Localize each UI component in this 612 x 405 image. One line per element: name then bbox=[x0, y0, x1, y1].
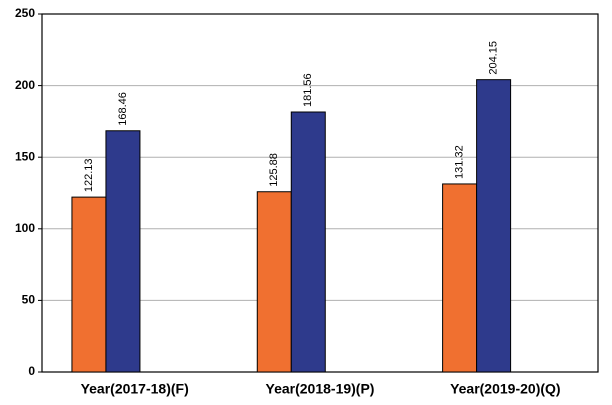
y-tick-label: 0 bbox=[28, 364, 35, 378]
data-label: 168.46 bbox=[117, 92, 129, 126]
y-tick-label: 150 bbox=[15, 149, 35, 163]
bar bbox=[105, 130, 141, 373]
bar bbox=[442, 183, 478, 373]
y-tick-label: 200 bbox=[15, 78, 35, 92]
bar bbox=[71, 196, 107, 373]
bar bbox=[476, 79, 512, 373]
data-label: 122.13 bbox=[83, 158, 95, 192]
y-tick-label: 50 bbox=[22, 293, 36, 307]
data-label: 181.56 bbox=[302, 73, 314, 107]
x-tick-label: Year(2018-19)(P) bbox=[266, 381, 375, 397]
bar bbox=[256, 191, 292, 373]
data-label: 125.88 bbox=[268, 153, 280, 187]
data-label: 131.32 bbox=[454, 145, 466, 179]
y-tick-label: 250 bbox=[15, 6, 35, 20]
bar bbox=[290, 111, 326, 373]
y-tick-label: 100 bbox=[15, 221, 35, 235]
data-label: 204.15 bbox=[488, 41, 500, 75]
x-tick-label: Year(2017-18)(F) bbox=[81, 381, 189, 397]
x-tick-label: Year(2019-20)(Q) bbox=[450, 381, 561, 397]
